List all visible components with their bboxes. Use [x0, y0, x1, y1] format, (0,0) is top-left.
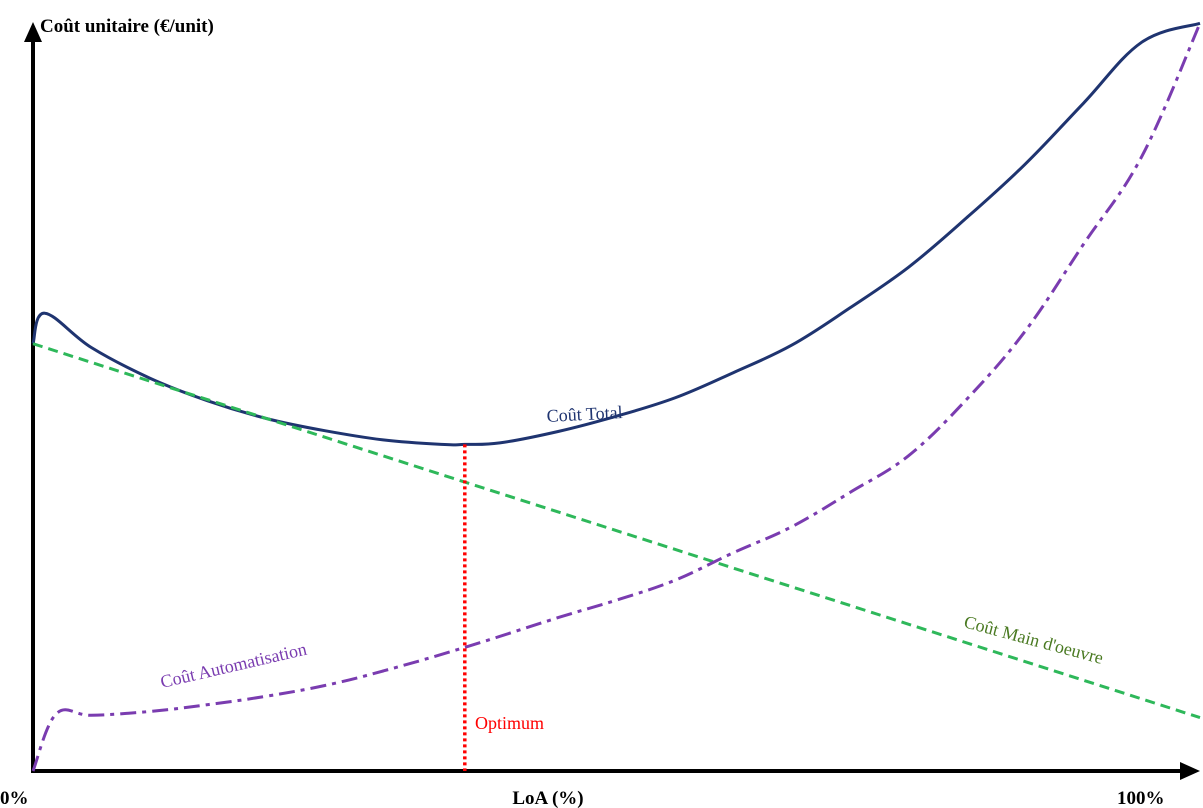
x-tick-label-0: 0% [0, 788, 29, 808]
x-axis-title: LoA (%) [512, 788, 583, 808]
x-tick-label-100: 100% [1117, 788, 1165, 808]
y-axis-title: Coût unitaire (€/unit) [40, 16, 214, 37]
y-axis-arrow [24, 22, 42, 42]
series-line-cout-total [31, 21, 1201, 447]
x-axis-arrow [1180, 762, 1200, 780]
label-optimum: Optimum [475, 713, 544, 733]
label-cout-main-doeuvre: Coût Main d'oeuvre [962, 612, 1106, 668]
label-cout-automatisation: Coût Automatisation [158, 639, 308, 692]
series-line-cout-automatisation [31, 22, 1202, 772]
series-line-cout-main-doeuvre [32, 342, 1201, 720]
label-cout-total: Coût Total [546, 402, 623, 426]
